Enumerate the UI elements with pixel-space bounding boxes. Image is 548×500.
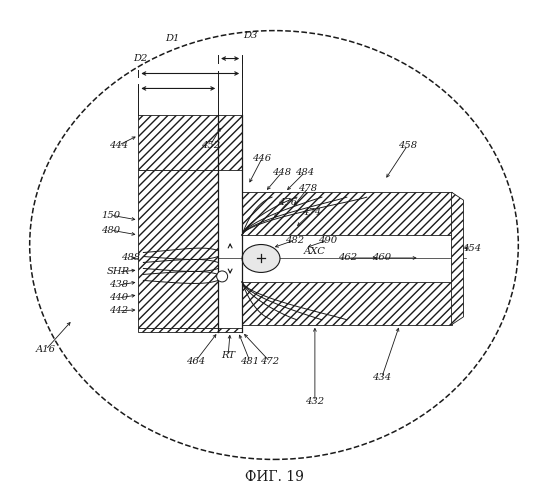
Ellipse shape — [242, 244, 280, 272]
Text: 488: 488 — [121, 254, 140, 262]
Polygon shape — [139, 116, 242, 170]
Ellipse shape — [30, 30, 518, 460]
Polygon shape — [242, 192, 452, 235]
Text: SHR: SHR — [107, 268, 130, 276]
Text: RT: RT — [221, 351, 235, 360]
Polygon shape — [242, 282, 452, 325]
Text: 442: 442 — [109, 306, 128, 316]
Text: 452: 452 — [201, 141, 220, 150]
Polygon shape — [139, 170, 218, 328]
Circle shape — [216, 271, 227, 282]
Text: 462: 462 — [338, 254, 357, 262]
Polygon shape — [452, 192, 464, 325]
Text: 482: 482 — [286, 236, 305, 244]
Text: D1: D1 — [165, 34, 180, 43]
Text: 432: 432 — [305, 397, 324, 406]
Text: A16: A16 — [36, 345, 56, 354]
Text: 476: 476 — [278, 198, 298, 206]
Text: 150: 150 — [101, 210, 120, 220]
Text: 474: 474 — [302, 208, 322, 216]
Text: 444: 444 — [109, 141, 128, 150]
Text: 480: 480 — [101, 226, 120, 234]
Text: 446: 446 — [253, 154, 272, 163]
Text: 484: 484 — [295, 168, 315, 176]
Text: 481: 481 — [241, 357, 260, 366]
Text: 460: 460 — [372, 254, 391, 262]
Text: 458: 458 — [398, 141, 417, 150]
Text: 472: 472 — [260, 357, 279, 366]
Text: 448: 448 — [272, 168, 292, 176]
Text: D3: D3 — [243, 31, 257, 40]
Text: D2: D2 — [133, 54, 147, 63]
Text: 454: 454 — [462, 244, 481, 252]
Text: 440: 440 — [109, 294, 128, 302]
Text: 490: 490 — [318, 236, 338, 244]
Text: ФИГ. 19: ФИГ. 19 — [244, 470, 304, 484]
Text: 464: 464 — [186, 357, 205, 366]
Text: AXC: AXC — [304, 248, 326, 256]
Text: 438: 438 — [109, 280, 128, 289]
Text: 434: 434 — [372, 373, 391, 382]
Text: 478: 478 — [298, 184, 317, 192]
Polygon shape — [139, 328, 242, 332]
